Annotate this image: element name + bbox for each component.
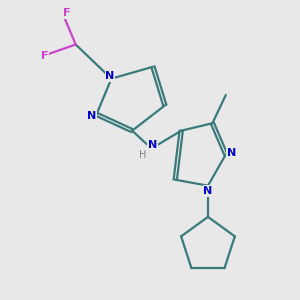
Text: N: N xyxy=(87,111,97,121)
Text: H: H xyxy=(140,150,147,160)
Text: N: N xyxy=(203,186,213,196)
Text: F: F xyxy=(41,51,48,62)
Text: N: N xyxy=(226,148,236,158)
Text: F: F xyxy=(63,8,70,18)
Text: N: N xyxy=(105,71,115,81)
Text: N: N xyxy=(148,140,157,150)
